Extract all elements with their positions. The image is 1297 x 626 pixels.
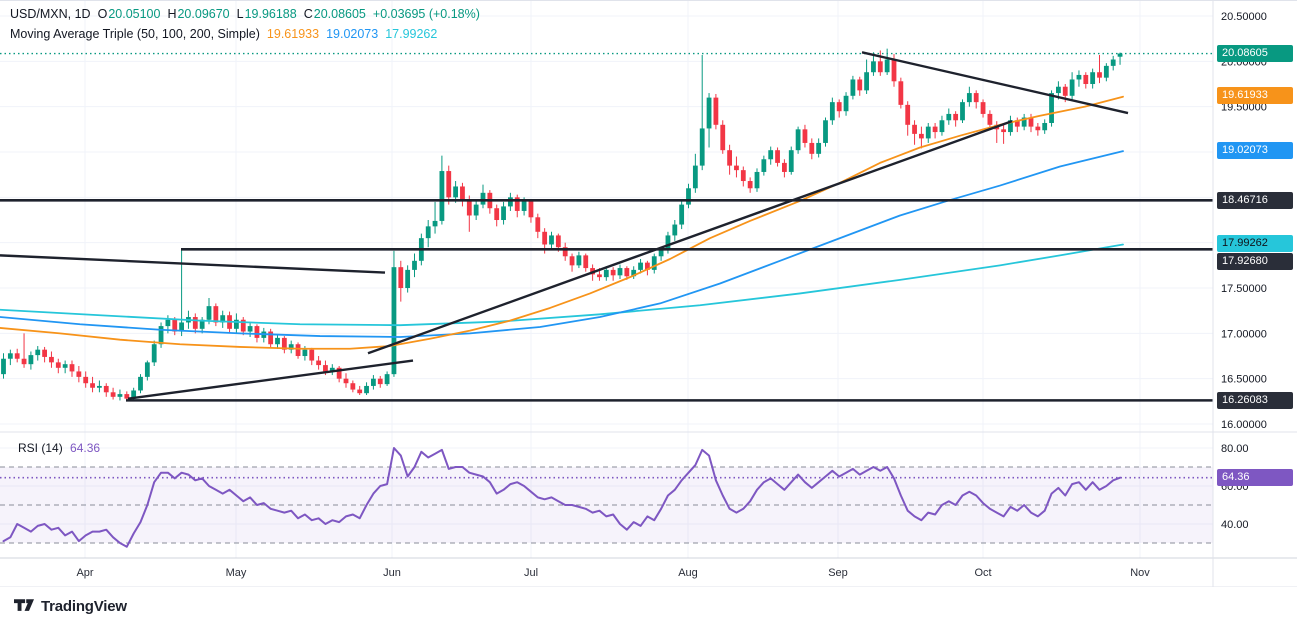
time-axis-label-oct: Oct (974, 567, 991, 579)
chart-canvas[interactable]: 20.5000020.0000019.5000019.0000018.50000… (0, 1, 1297, 587)
rsi-axis-tick: 80.00 (1221, 443, 1249, 455)
price-label-badge-16.26083: 16.26083 (1217, 391, 1293, 409)
rsi-axis-tick: 40.00 (1221, 519, 1249, 531)
price-axis-tick: 17.00000 (1221, 328, 1267, 340)
candlestick-series[interactable] (1, 48, 1123, 402)
ma100-value: 19.02073 (326, 27, 379, 41)
close-label: C (303, 7, 313, 21)
rsi-value: 64.36 (70, 441, 101, 455)
price-label-badge-64.36: 64.36 (1217, 469, 1293, 487)
rsi-legend-params: (14) (41, 441, 63, 455)
ma-50-line (0, 95, 1124, 350)
ma-legend-title[interactable]: Moving Average Triple (50, 100, 200, Sim… (10, 27, 260, 41)
ohlc-values: O20.05100 H20.09670 L19.96188 C20.08605 +0.0… (91, 7, 480, 21)
symbol-legend[interactable]: USD/MXN, 1D O20.05100 H20.09670 L19.96188 C2… (10, 7, 480, 21)
price-label-badge-17.92680: 17.92680 (1217, 252, 1293, 270)
price-label-badge-17.99262: 17.99262 (1217, 234, 1293, 252)
time-axis-label-jun: Jun (383, 567, 401, 579)
trend-line-3 (861, 51, 1129, 115)
price-axis-tick: 16.00000 (1221, 419, 1267, 431)
price-label-badge-19.61933: 19.61933 (1217, 87, 1293, 105)
rsi-band (0, 466, 1213, 544)
rsi-indicator-legend[interactable]: RSI (14) 64.36 (18, 441, 100, 455)
change-value: +0.03695 (+0.18%) (372, 7, 480, 21)
trend-line-0 (0, 254, 386, 274)
price-axis-tick: 16.50000 (1221, 374, 1267, 386)
price-label-badge-20.08605: 20.08605 (1217, 45, 1293, 63)
tradingview-logo-icon (14, 598, 34, 611)
trend-line-2 (367, 120, 1013, 355)
high-label: H (167, 7, 177, 21)
trend-line-1 (127, 359, 414, 400)
low-value: 19.96188 (244, 7, 297, 21)
high-value: 20.09670 (177, 7, 230, 21)
price-axis-tick: 19.50000 (1221, 102, 1267, 114)
time-axis-label-nov: Nov (1130, 567, 1150, 579)
time-axis-label-sep: Sep (828, 567, 848, 579)
ma-200-line (0, 243, 1124, 327)
time-axis-label-may: May (226, 567, 247, 579)
tradingview-logo-text: TradingView (41, 598, 127, 615)
price-label-badge-19.02073: 19.02073 (1217, 141, 1293, 159)
rsi-line (2, 447, 1122, 548)
tradingview-logo[interactable]: TradingView (14, 598, 127, 615)
ma50-value: 19.61933 (266, 27, 320, 41)
time-axis-label-jul: Jul (524, 567, 538, 579)
rsi-legend-title[interactable]: RSI (18, 441, 39, 455)
price-axis-tick: 17.50000 (1221, 283, 1267, 295)
open-label: O (97, 7, 108, 21)
open-value: 20.05100 (108, 7, 161, 21)
ma-100-line (0, 150, 1124, 338)
grid-lines (0, 1, 1213, 558)
price-axis-tick: 20.50000 (1221, 11, 1267, 23)
time-axis-label-apr: Apr (76, 567, 93, 579)
ma-indicator-legend[interactable]: Moving Average Triple (50, 100, 200, Sim… (10, 27, 437, 41)
time-axis-label-aug: Aug (678, 567, 698, 579)
ma200-value: 17.99262 (385, 27, 438, 41)
price-label-badge-18.46716: 18.46716 (1217, 191, 1293, 209)
panel-borders (0, 1, 1297, 587)
low-label: L (236, 7, 244, 21)
symbol-title[interactable]: USD/MXN, 1D (10, 7, 91, 21)
close-value: 20.08605 (313, 7, 366, 21)
time-axis[interactable]: Apr May Jun Jul Aug Sep Oct Nov (76, 567, 1150, 579)
drawing-tools[interactable] (0, 51, 1213, 402)
